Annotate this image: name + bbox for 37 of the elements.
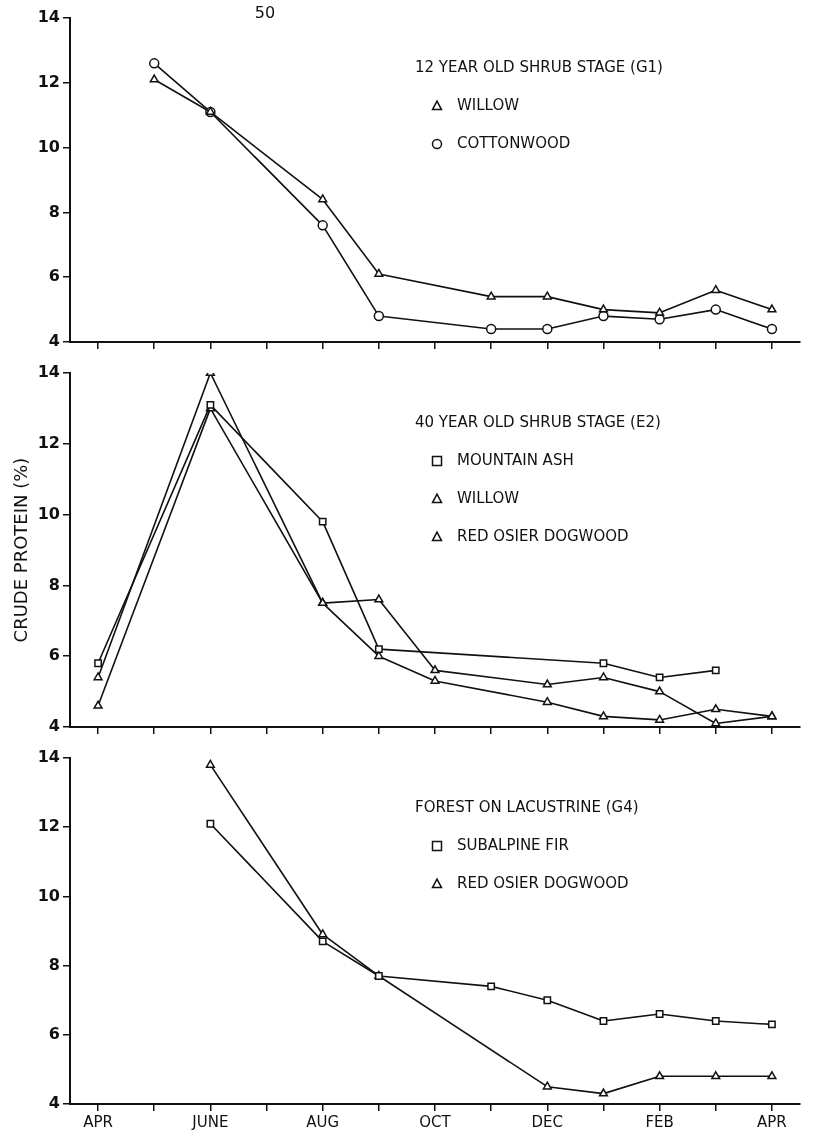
y-tick-label: 14: [37, 362, 60, 382]
x-tick-label: FEB: [645, 1112, 674, 1131]
x-tick-label: APR: [757, 1112, 787, 1131]
legend-label: COTTONWOOD: [457, 133, 571, 152]
y-axis-title: CRUDE PROTEIN (%): [9, 457, 31, 643]
y-tick-label: 10: [37, 503, 60, 523]
annotation: 50: [254, 3, 276, 23]
legend-label: MOUNTAIN ASH: [457, 450, 574, 469]
y-tick-label: 12: [37, 816, 60, 836]
y-tick-label: 12: [37, 432, 60, 452]
legend-title: 40 YEAR OLD SHRUB STAGE (E2): [415, 412, 661, 431]
legend-label: SUBALPINE FIR: [457, 835, 569, 854]
x-tick-label: JUNE: [191, 1112, 229, 1131]
x-tick-label: AUG: [306, 1112, 340, 1131]
legend-title: 12 YEAR OLD SHRUB STAGE (G1): [415, 57, 663, 76]
y-tick-label: 10: [37, 885, 60, 905]
y-tick-label: 14: [37, 7, 60, 27]
y-tick-label: 10: [37, 136, 60, 156]
legend-label: RED OSIER DOGWOOD: [457, 873, 629, 892]
legend-label: WILLOW: [457, 95, 520, 114]
y-tick-label: 4: [48, 331, 60, 351]
y-tick-label: 14: [37, 747, 60, 767]
y-tick-label: 4: [48, 1093, 60, 1113]
y-tick-label: 8: [48, 954, 60, 974]
y-tick-label: 4: [48, 716, 60, 736]
y-tick-label: 12: [37, 71, 60, 91]
x-tick-label: APR: [83, 1112, 113, 1131]
y-tick-label: 6: [48, 645, 60, 665]
y-tick-label: 6: [48, 266, 60, 286]
legend-title: FOREST ON LACUSTRINE (G4): [415, 797, 639, 816]
x-tick-label: OCT: [419, 1112, 452, 1131]
y-tick-label: 8: [48, 574, 60, 594]
legend-label: WILLOW: [457, 488, 520, 507]
x-tick-label: DEC: [531, 1112, 564, 1131]
legend-label: RED OSIER DOGWOOD: [457, 526, 629, 545]
y-tick-label: 8: [48, 201, 60, 221]
y-tick-label: 6: [48, 1023, 60, 1043]
